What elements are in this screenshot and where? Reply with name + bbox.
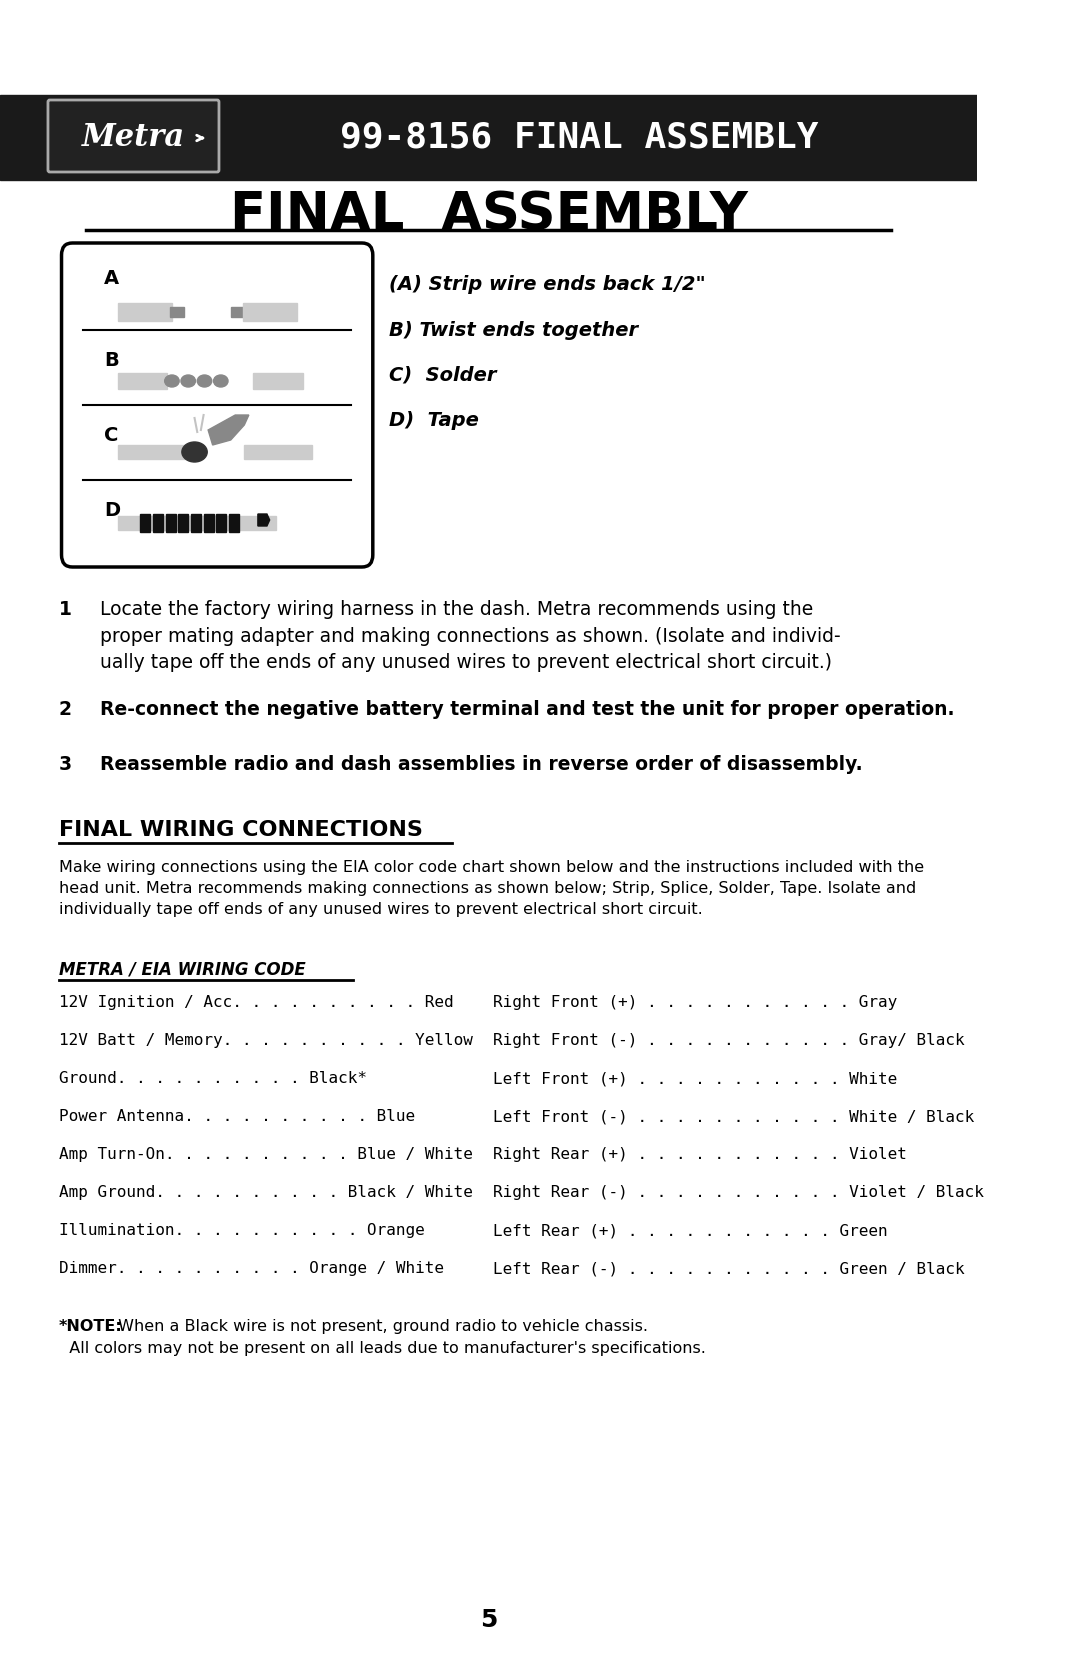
Bar — [153, 514, 163, 532]
Text: C)  Solder: C) Solder — [389, 366, 497, 384]
Text: When a Black wire is not present, ground radio to vehicle chassis.: When a Black wire is not present, ground… — [113, 1319, 648, 1334]
Ellipse shape — [198, 376, 212, 387]
Polygon shape — [208, 416, 248, 446]
Text: 2: 2 — [58, 699, 71, 719]
Bar — [178, 514, 188, 532]
Text: All colors may not be present on all leads due to manufacturer's specifications.: All colors may not be present on all lea… — [58, 1340, 705, 1355]
Bar — [118, 516, 276, 531]
Bar — [0, 95, 977, 180]
Ellipse shape — [181, 442, 207, 462]
Text: D: D — [104, 501, 120, 519]
Bar — [171, 307, 184, 317]
Text: Right Rear (+) . . . . . . . . . . . Violet: Right Rear (+) . . . . . . . . . . . Vio… — [494, 1147, 907, 1162]
Bar — [118, 446, 186, 459]
Bar — [254, 372, 303, 389]
Bar — [244, 446, 312, 459]
Text: Power Antenna. . . . . . . . . . Blue: Power Antenna. . . . . . . . . . Blue — [58, 1108, 415, 1123]
Text: Right Rear (-) . . . . . . . . . . . Violet / Black: Right Rear (-) . . . . . . . . . . . Vio… — [494, 1185, 984, 1200]
Text: Left Front (-) . . . . . . . . . . . White / Black: Left Front (-) . . . . . . . . . . . Whi… — [494, 1108, 974, 1123]
Ellipse shape — [181, 376, 195, 387]
FancyBboxPatch shape — [62, 244, 373, 567]
Text: B: B — [104, 350, 119, 369]
Text: 99-8156 FINAL ASSEMBLY: 99-8156 FINAL ASSEMBLY — [340, 120, 819, 155]
Text: FINAL WIRING CONNECTIONS: FINAL WIRING CONNECTIONS — [58, 819, 422, 840]
Text: 3: 3 — [58, 754, 72, 774]
Bar — [229, 514, 239, 532]
Text: D)  Tape: D) Tape — [389, 411, 478, 429]
Polygon shape — [258, 514, 270, 526]
Text: FINAL  ASSEMBLY: FINAL ASSEMBLY — [230, 189, 747, 240]
Bar — [204, 514, 214, 532]
Text: Make wiring connections using the EIA color code chart shown below and the instr: Make wiring connections using the EIA co… — [58, 860, 924, 916]
Bar — [118, 304, 172, 320]
Text: Left Rear (-) . . . . . . . . . . . Green / Black: Left Rear (-) . . . . . . . . . . . Gree… — [494, 1262, 964, 1277]
Text: Illumination. . . . . . . . . . Orange: Illumination. . . . . . . . . . Orange — [58, 1223, 424, 1238]
Text: B) Twist ends together: B) Twist ends together — [389, 320, 638, 339]
Bar — [165, 514, 176, 532]
Bar — [191, 514, 201, 532]
Text: Amp Ground. . . . . . . . . . Black / White: Amp Ground. . . . . . . . . . Black / Wh… — [58, 1185, 473, 1200]
Text: Metra: Metra — [81, 122, 185, 154]
Text: 1: 1 — [58, 599, 71, 619]
Text: Right Front (-) . . . . . . . . . . . Gray/ Black: Right Front (-) . . . . . . . . . . . Gr… — [494, 1033, 964, 1048]
Text: Left Front (+) . . . . . . . . . . . White: Left Front (+) . . . . . . . . . . . Whi… — [494, 1071, 897, 1087]
Ellipse shape — [214, 376, 228, 387]
FancyBboxPatch shape — [48, 100, 219, 172]
Text: *NOTE:: *NOTE: — [58, 1319, 122, 1334]
Text: Locate the factory wiring harness in the dash. Metra recommends using the
proper: Locate the factory wiring harness in the… — [99, 599, 840, 673]
Bar — [118, 372, 167, 389]
Text: METRA / EIA WIRING CODE: METRA / EIA WIRING CODE — [58, 960, 306, 978]
Text: 12V Ignition / Acc. . . . . . . . . . Red: 12V Ignition / Acc. . . . . . . . . . Re… — [58, 995, 454, 1010]
Text: Dimmer. . . . . . . . . . Orange / White: Dimmer. . . . . . . . . . Orange / White — [58, 1262, 444, 1277]
Bar — [216, 514, 226, 532]
Ellipse shape — [164, 376, 179, 387]
Text: 5: 5 — [480, 1607, 497, 1632]
Text: C: C — [104, 426, 119, 444]
Text: Amp Turn-On. . . . . . . . . . Blue / White: Amp Turn-On. . . . . . . . . . Blue / Wh… — [58, 1147, 473, 1162]
Bar — [231, 307, 244, 317]
Text: Right Front (+) . . . . . . . . . . . Gray: Right Front (+) . . . . . . . . . . . Gr… — [494, 995, 897, 1010]
Text: Reassemble radio and dash assemblies in reverse order of disassembly.: Reassemble radio and dash assemblies in … — [99, 754, 862, 774]
Text: Ground. . . . . . . . . . Black*: Ground. . . . . . . . . . Black* — [58, 1071, 367, 1087]
Text: Re-connect the negative battery terminal and test the unit for proper operation.: Re-connect the negative battery terminal… — [99, 699, 954, 719]
Bar — [9, 100, 50, 172]
Text: A: A — [104, 269, 119, 287]
Text: Left Rear (+) . . . . . . . . . . . Green: Left Rear (+) . . . . . . . . . . . Gree… — [494, 1223, 888, 1238]
Bar — [243, 304, 297, 320]
Text: (A) Strip wire ends back 1/2": (A) Strip wire ends back 1/2" — [389, 275, 705, 294]
Text: 12V Batt / Memory. . . . . . . . . . Yellow: 12V Batt / Memory. . . . . . . . . . Yel… — [58, 1033, 473, 1048]
Bar — [140, 514, 150, 532]
